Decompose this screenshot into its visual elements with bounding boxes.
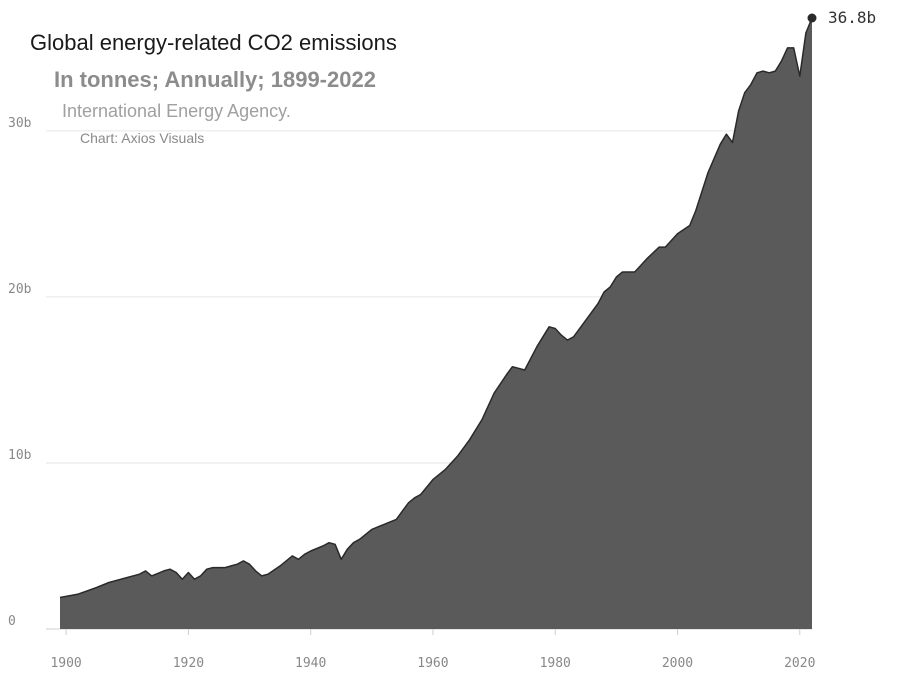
end-marker: 36.8b xyxy=(807,8,876,27)
chart-subtitle: In tonnes; Annually; 1899-2022 xyxy=(54,67,376,92)
chart-title: Global energy-related CO2 emissions xyxy=(30,30,397,55)
y-tick-label: 30b xyxy=(8,116,32,131)
y-tick-label: 0 xyxy=(8,614,16,629)
end-point xyxy=(807,13,817,23)
y-axis: 0 10b 20b 30b xyxy=(8,116,32,629)
x-tick-label: 2020 xyxy=(784,656,815,671)
emissions-area xyxy=(60,18,812,629)
x-tick-label: 2000 xyxy=(662,656,693,671)
chart-source: International Energy Agency. xyxy=(62,101,291,121)
x-tick-label: 1940 xyxy=(295,656,326,671)
x-tick-label: 1920 xyxy=(173,656,204,671)
y-tick-label: 10b xyxy=(8,448,32,463)
emissions-line xyxy=(59,17,813,599)
x-axis: 1900 1920 1940 1960 1980 2000 2020 xyxy=(50,629,815,671)
chart-credit: Chart: Axios Visuals xyxy=(80,130,205,146)
x-tick-label: 1980 xyxy=(540,656,571,671)
y-tick-label: 20b xyxy=(8,282,32,297)
x-tick-label: 1900 xyxy=(50,656,81,671)
end-value-label: 36.8b xyxy=(828,8,876,27)
area-layer xyxy=(59,17,813,629)
x-tick-label: 1960 xyxy=(417,656,448,671)
